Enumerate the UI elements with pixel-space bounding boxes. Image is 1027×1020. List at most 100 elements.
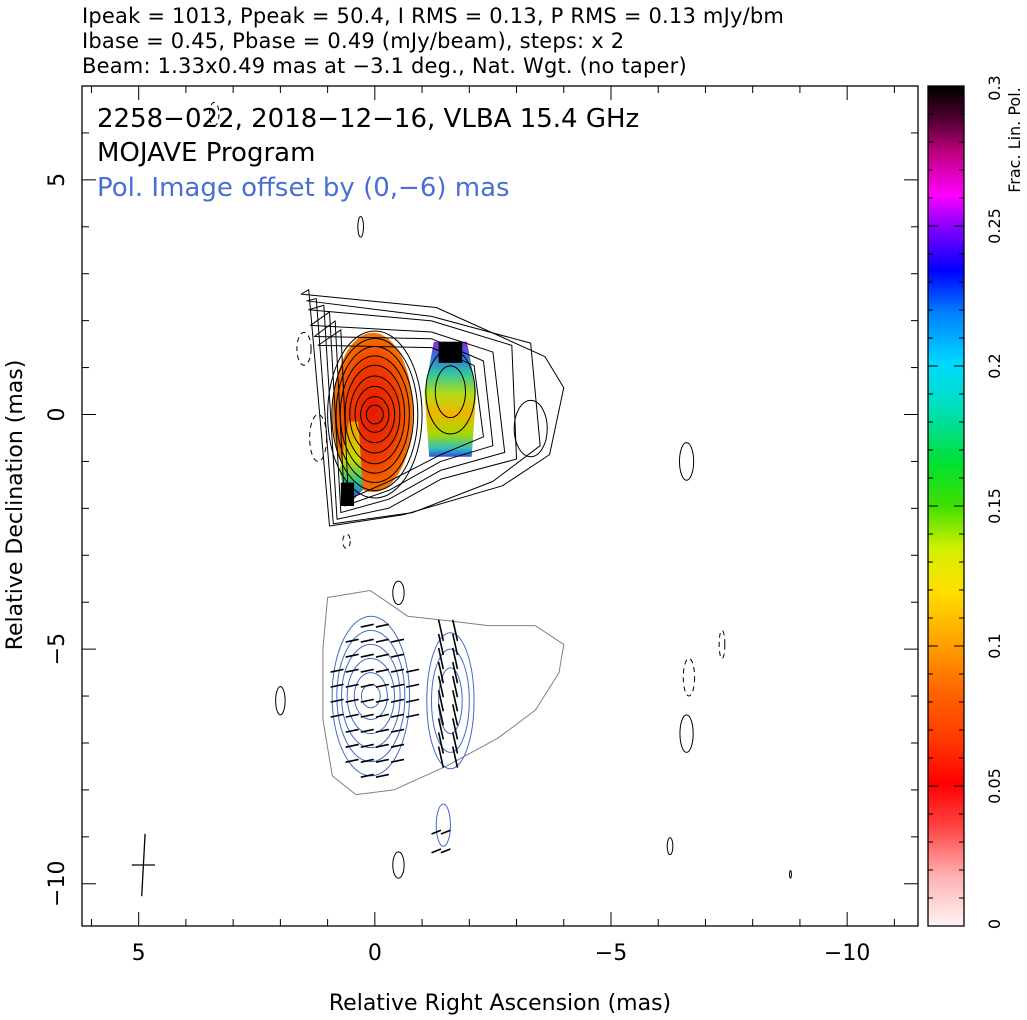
evpa-vector bbox=[375, 758, 390, 763]
evpa-vector bbox=[345, 683, 359, 688]
evpa-vector bbox=[345, 638, 359, 643]
evpa-vector bbox=[360, 728, 374, 733]
evpa-vector bbox=[360, 683, 374, 688]
evpa-vector bbox=[360, 668, 374, 673]
evpa-vector bbox=[375, 773, 390, 778]
pol-core-contour-2 bbox=[353, 672, 388, 721]
core-contour-3 bbox=[354, 385, 396, 444]
core-contour-9 bbox=[327, 330, 423, 499]
y-tick-label: −10 bbox=[45, 861, 70, 907]
evpa-vector bbox=[437, 732, 445, 754]
evpa-vector bbox=[360, 758, 374, 763]
header-line-2: Ibase = 0.45, Pbase = 0.49 (mJy/beam), s… bbox=[82, 29, 625, 53]
pol-core-contour-4 bbox=[341, 643, 401, 749]
negative-contour-1 bbox=[309, 413, 328, 462]
evpa-vector bbox=[330, 683, 344, 688]
x-axis-label: Relative Right Ascension (mas) bbox=[329, 991, 671, 1016]
island-contour-6 bbox=[666, 837, 674, 856]
evpa-vector bbox=[431, 829, 442, 835]
evpa-vector bbox=[437, 619, 445, 642]
evpa-vector bbox=[451, 647, 459, 670]
evpa-vector bbox=[360, 653, 374, 658]
jet-contour-2 bbox=[313, 320, 494, 507]
evpa-vector bbox=[451, 746, 459, 768]
colorbar-tick-label: 0.25 bbox=[985, 208, 1004, 244]
evpa-vector bbox=[360, 743, 374, 748]
evpa-vector bbox=[360, 713, 374, 718]
pol-knot-contour-2 bbox=[431, 648, 470, 753]
evpa-vector bbox=[451, 633, 459, 656]
y-axis-label: Relative Declination (mas) bbox=[3, 360, 28, 651]
evpa-vector bbox=[390, 683, 405, 688]
evpa-vector bbox=[440, 848, 451, 854]
y-tick-label: 0 bbox=[45, 407, 70, 421]
colorbar-tick-label: 0 bbox=[985, 919, 1004, 929]
source-annotation: 2258−022, 2018−12−16, VLBA 15.4 GHz bbox=[97, 104, 639, 134]
evpa-vector bbox=[375, 698, 390, 703]
x-tick-label: 5 bbox=[132, 941, 146, 966]
pol-knot-contour-3 bbox=[426, 632, 475, 770]
outer-lobe-contour bbox=[513, 399, 548, 458]
pol-core-contour-3 bbox=[346, 658, 395, 735]
y-tick-label: −5 bbox=[45, 633, 70, 665]
island-contour-1 bbox=[357, 215, 365, 238]
colorbar-tick-label: 0.1 bbox=[985, 633, 1004, 658]
core-contour-2 bbox=[360, 396, 390, 433]
evpa-vector bbox=[375, 683, 390, 688]
x-tick-label: −10 bbox=[824, 941, 870, 966]
evpa-vector bbox=[437, 690, 445, 712]
evpa-vector bbox=[405, 698, 420, 703]
evpa-vector bbox=[437, 746, 445, 768]
evpa-vector bbox=[431, 848, 442, 854]
evpa-vector bbox=[375, 728, 390, 733]
evpa-vector bbox=[390, 743, 405, 748]
evpa-vector bbox=[345, 653, 359, 658]
evpa-vectors bbox=[330, 619, 459, 854]
negative-contour-2 bbox=[296, 331, 312, 366]
evpa-vector bbox=[405, 713, 420, 718]
colorbar-tick-label: 0.2 bbox=[985, 353, 1004, 378]
negative-contour-4 bbox=[209, 101, 220, 127]
evpa-vector bbox=[390, 728, 405, 733]
plot-frame bbox=[81, 85, 919, 927]
evpa-vector bbox=[345, 758, 359, 763]
evpa-vector bbox=[375, 668, 390, 673]
x-tick-label: −5 bbox=[595, 941, 627, 966]
evpa-vector bbox=[440, 829, 451, 835]
island-contour-5 bbox=[679, 714, 694, 753]
island-contour-2 bbox=[392, 580, 405, 606]
jet-contour-1 bbox=[317, 329, 484, 500]
jet-contour-5 bbox=[306, 298, 541, 525]
island-contour-7 bbox=[392, 851, 405, 879]
core-contour-1 bbox=[365, 404, 384, 425]
evpa-vector bbox=[345, 743, 359, 748]
offset-annotation: Pol. Image offset by (0,−6) mas bbox=[97, 173, 510, 203]
knot-contour-1 bbox=[434, 365, 467, 419]
map-content bbox=[131, 101, 792, 897]
evpa-vector bbox=[330, 668, 344, 673]
jet-contour-4 bbox=[308, 304, 518, 520]
evpa-vector bbox=[360, 698, 374, 703]
evpa-vector bbox=[345, 668, 359, 673]
evpa-vector bbox=[405, 683, 420, 688]
y-tick-label: 5 bbox=[45, 173, 70, 187]
program-annotation: MOJAVE Program bbox=[97, 138, 315, 168]
evpa-vector bbox=[345, 698, 359, 703]
evpa-vector bbox=[390, 668, 405, 673]
jet-contour-6 bbox=[300, 289, 565, 527]
island-contour-4 bbox=[678, 442, 695, 481]
evpa-vector bbox=[451, 661, 459, 684]
evpa-vector bbox=[405, 668, 420, 673]
offset-outer-contour bbox=[322, 589, 565, 796]
evpa-vector bbox=[375, 713, 390, 718]
evpa-vector bbox=[390, 653, 405, 658]
evpa-vector bbox=[451, 704, 459, 726]
colorbar-tick-label: 0.05 bbox=[985, 768, 1004, 804]
island-contour-8 bbox=[789, 870, 792, 879]
colorbar-label: Frac. Lin. Pol. bbox=[1005, 87, 1024, 192]
axis-ticks bbox=[82, 85, 918, 926]
evpa-vector bbox=[375, 653, 390, 658]
pol-south-contour bbox=[435, 803, 451, 847]
evpa-vector bbox=[330, 713, 344, 718]
x-tick-label: 0 bbox=[368, 941, 382, 966]
